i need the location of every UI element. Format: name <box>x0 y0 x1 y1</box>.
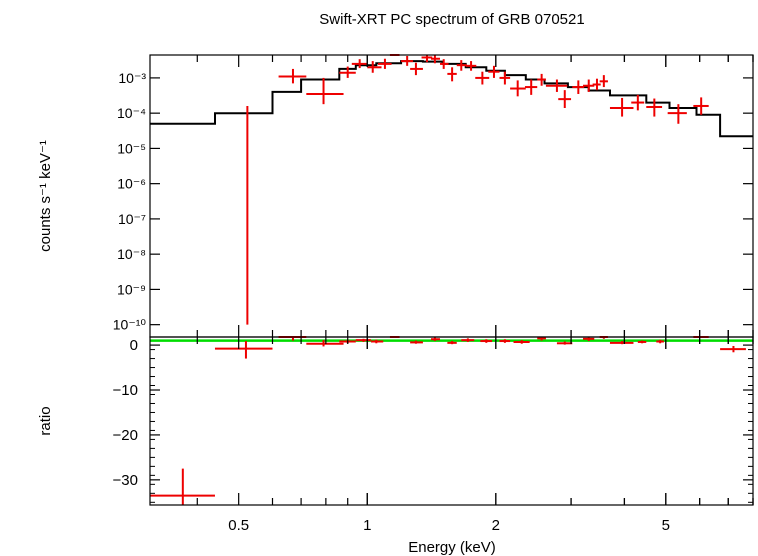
spectrum-data-point <box>367 61 382 73</box>
top-panel: 10⁻³ 10⁻⁴ 10⁻⁵ 10⁻⁶ 10⁻⁷ 10⁻⁸ 10⁻⁹ 10⁻¹⁰ counts… <box>37 54 754 338</box>
spectrum-data-point <box>558 90 572 109</box>
spectrum-data-point <box>667 104 687 124</box>
spectrum-data-point <box>278 68 307 84</box>
ratio-data-point <box>355 338 371 342</box>
ratio-data-point <box>583 337 595 342</box>
top-y-tick-label: 10⁻⁸ <box>117 246 146 262</box>
spectrum-data-point <box>447 67 457 82</box>
spectrum-data-point <box>456 60 467 71</box>
spectrum-data-point <box>693 97 709 115</box>
spectrum-data-point <box>545 79 568 92</box>
bottom-y-tick-label: −20 <box>113 427 138 444</box>
spectrum-data-point <box>592 78 601 91</box>
x-axis-label: Energy (keV) <box>408 539 496 556</box>
x-tick-label: 0.5 <box>228 517 249 534</box>
top-y-axis: 10⁻³ 10⁻⁴ 10⁻⁵ 10⁻⁶ 10⁻⁷ 10⁻⁸ 10⁻⁹ 10⁻¹⁰ <box>113 70 753 333</box>
bottom-y-axis-label: ratio <box>37 406 54 435</box>
ratio-data-point <box>461 338 475 342</box>
bottom-panel: 0 −10 −20 −30 ratio <box>37 336 754 506</box>
spectrum-data-point <box>351 59 368 69</box>
spectrum-data-point <box>421 55 433 63</box>
spectrum-data-point <box>537 73 546 86</box>
ratio-data-point <box>430 337 440 342</box>
x-tick-label: 2 <box>492 517 500 534</box>
top-y-tick-label: 10⁻¹⁰ <box>113 317 147 333</box>
ratio-data-point <box>513 340 530 344</box>
spectrum-data-point <box>488 65 500 78</box>
ratio-data-point <box>720 345 746 353</box>
spectrum-data-point <box>510 80 526 97</box>
spectrum-data-point <box>475 71 490 85</box>
spectrum-data-point <box>609 97 634 117</box>
top-y-tick-label: 10⁻³ <box>118 70 146 86</box>
ratio-data-point <box>306 340 344 347</box>
spectrum-data-point <box>583 79 595 92</box>
model-step-line <box>150 60 753 138</box>
ratio-data-point <box>556 341 573 345</box>
bottom-panel-frame <box>149 336 754 506</box>
x-tick-label: 1 <box>363 517 371 534</box>
top-y-tick-label: 10⁻⁷ <box>118 211 146 227</box>
spectrum-data-point <box>378 58 392 69</box>
ratio-data-point <box>214 341 273 359</box>
spectrum-data-point <box>524 79 538 95</box>
bottom-y-tick-label: −10 <box>113 382 138 399</box>
top-plot-area <box>150 54 753 325</box>
x-axis: 0.5 1 2 5 <box>196 55 754 534</box>
spectrum-data-point <box>410 62 423 76</box>
spectrum-data-point <box>599 75 608 88</box>
x-tick-label: 5 <box>662 517 670 534</box>
ratio-data-point <box>499 339 511 343</box>
ratio-data-point <box>370 339 384 344</box>
ratio-data-point <box>609 341 634 345</box>
ratio-data-point <box>480 339 493 343</box>
spectrum-data-point <box>631 94 645 111</box>
bottom-plot-area <box>150 336 753 505</box>
bottom-y-tick-label: 0 <box>130 337 138 354</box>
ratio-data-point <box>150 468 215 505</box>
spectrum-data-point <box>499 71 511 85</box>
spectrum-data-point <box>572 80 585 94</box>
top-y-axis-label: counts s⁻¹ keV⁻¹ <box>37 140 54 252</box>
spectrum-data-point <box>646 98 663 117</box>
top-y-tick-label: 10⁻⁹ <box>117 281 146 297</box>
top-y-tick-label: 10⁻⁶ <box>117 176 146 192</box>
spectrum-data-point <box>439 59 449 69</box>
ratio-data-point <box>637 340 647 344</box>
spectrum-data-point <box>401 55 414 66</box>
bottom-y-tick-label: −30 <box>113 472 138 489</box>
top-panel-frame <box>149 54 754 338</box>
top-y-tick-label: 10⁻⁴ <box>117 105 146 121</box>
spectrum-data-point <box>465 61 477 71</box>
chart-title: Swift-XRT PC spectrum of GRB 070521 <box>319 11 584 28</box>
spectrum-data-point <box>430 55 440 64</box>
ratio-data-point <box>410 340 423 344</box>
bottom-y-axis: 0 −10 −20 −30 <box>113 337 753 503</box>
spectrum-data-point <box>339 66 356 78</box>
ratio-data-point <box>656 339 664 344</box>
top-y-tick-label: 10⁻⁵ <box>117 140 146 156</box>
spectrum-data-point <box>306 77 344 105</box>
ratio-data-point <box>447 341 457 345</box>
